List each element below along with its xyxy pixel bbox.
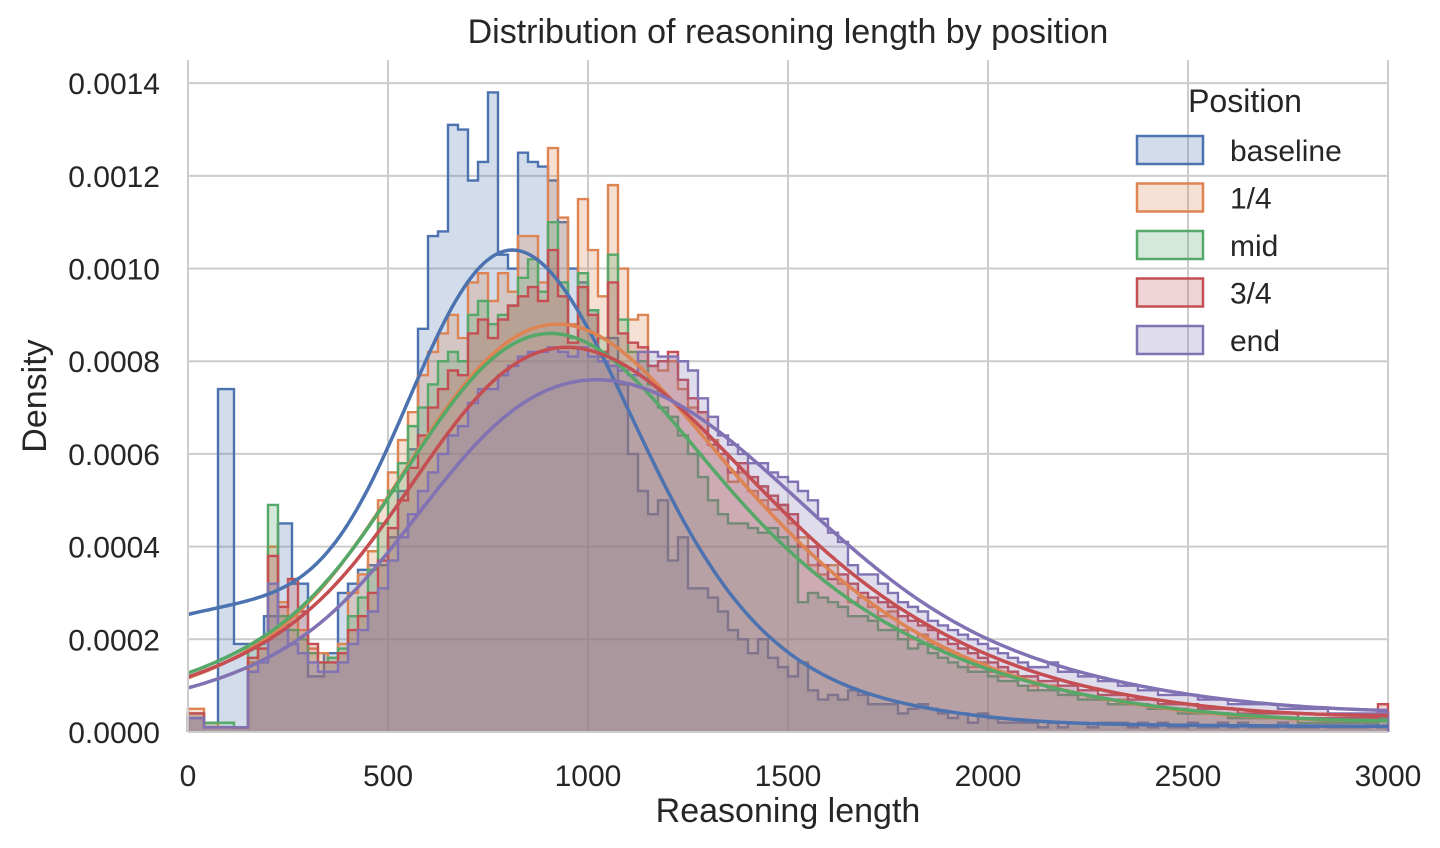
legend-swatch: [1135, 134, 1205, 166]
y-tick-label: 0.0006: [68, 439, 160, 472]
x-tick-label: 2500: [1155, 760, 1222, 793]
legend-swatch: [1135, 324, 1205, 356]
kde-curve-mid: [187, 331, 1388, 723]
histogram-outline: [186, 248, 1390, 732]
legend-label: 1/4: [1230, 183, 1272, 216]
x-tick-label: 2000: [955, 760, 1022, 793]
histogram-series: [186, 91, 1390, 732]
legend-label: end: [1230, 325, 1280, 358]
tick-labels: 0 500 1000 1500 2000 2500 3000 0.0000 0.0002 0.00…: [68, 68, 1421, 793]
chart-title: Distribution of reasoning length by posi…: [468, 13, 1109, 51]
histogram-fill: [188, 92, 1388, 732]
histogram-1-4-series: [186, 146, 1390, 732]
legend-swatch: [1135, 277, 1205, 308]
y-tick-label: 0.0000: [68, 717, 160, 750]
y-tick-label: 0.0014: [68, 68, 160, 101]
y-axis-label: Density: [16, 339, 54, 452]
histogram-3-4-series: [186, 248, 1390, 732]
histogram-outline: [186, 346, 1390, 732]
legend-label: mid: [1230, 230, 1278, 263]
x-tick-label: 500: [363, 760, 413, 793]
x-tick-label: 0: [180, 760, 197, 793]
histogram-fill: [188, 222, 1388, 732]
axes: [187, 60, 1388, 733]
y-tick-label: 0.0004: [68, 532, 160, 565]
y-tick-label: 0.0008: [68, 346, 160, 379]
x-tick-label: 1500: [755, 760, 822, 793]
y-tick-label: 0.0012: [68, 161, 160, 194]
histogram-fill: [188, 250, 1388, 732]
kde-curve-end: [187, 378, 1389, 713]
x-axis-label: Reasoning length: [656, 792, 921, 830]
legend-swatch: [1135, 182, 1205, 213]
legend-label: 3/4: [1230, 278, 1272, 311]
y-tick-label: 0.0002: [68, 624, 160, 657]
kde-curves: [187, 248, 1389, 728]
legend-title: Position: [1188, 83, 1302, 119]
legend-label: baseline: [1230, 135, 1342, 168]
histogram-mid-series: [186, 221, 1390, 732]
histogram-fill: [188, 347, 1388, 732]
kde-curve-baseline: [187, 248, 1388, 728]
histogram-end-series: [186, 346, 1390, 732]
legend-swatch: [1135, 229, 1205, 261]
x-tick-label: 1000: [555, 760, 622, 793]
legend: Position baseline 1/4 mid 3/4 end: [1135, 83, 1342, 358]
histogram-outline: [186, 146, 1390, 732]
x-tick-label: 3000: [1355, 760, 1422, 793]
y-tick-label: 0.0010: [68, 254, 160, 287]
histogram-outline: [186, 221, 1390, 732]
legend-entries: baseline 1/4 mid 3/4 end: [1135, 134, 1342, 358]
kde-curve-3-4: [187, 345, 1388, 718]
